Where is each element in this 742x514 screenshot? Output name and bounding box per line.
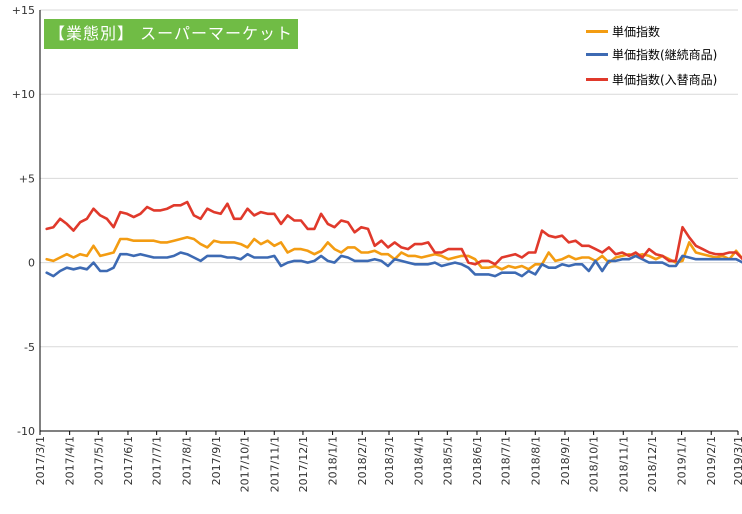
x-tick-label: 2018/2/1 [356, 436, 369, 485]
legend-label-continuing: 単価指数(継続商品) [612, 47, 718, 62]
x-tick-label: 2017/9/1 [210, 436, 223, 485]
x-tick-label: 2017/3/1 [34, 436, 47, 485]
x-tick-label: 2017/5/1 [92, 436, 105, 485]
x-tick-label: 2017/12/1 [297, 436, 310, 492]
y-tick-label: +10 [12, 88, 35, 101]
y-tick-label: -5 [24, 341, 35, 354]
x-tick-label: 2018/6/1 [471, 436, 484, 485]
x-tick-label: 2018/12/1 [646, 436, 659, 492]
legend-swatch-unit-price [586, 29, 608, 33]
x-tick-label: 2017/7/1 [151, 436, 164, 485]
y-tick-label: +5 [19, 172, 35, 185]
y-tick-label: 0 [28, 257, 35, 270]
x-tick-label: 2017/4/1 [64, 436, 77, 485]
x-tick-label: 2018/5/1 [441, 436, 454, 485]
x-tick-label: 2017/10/1 [239, 436, 252, 492]
x-tick-label: 2017/6/1 [122, 436, 135, 485]
y-tick-label: +15 [12, 4, 35, 17]
x-tick-label: 2018/8/1 [529, 436, 542, 485]
x-tick-label: 2017/11/1 [268, 436, 281, 492]
chart-title: 【業態別】 スーパーマーケット [44, 19, 298, 49]
legend-label-unit-price: 単価指数 [612, 24, 661, 39]
x-tick-label: 2018/3/1 [383, 436, 396, 485]
x-tick-label: 2018/4/1 [413, 436, 426, 485]
x-tick-label: 2018/11/1 [617, 436, 630, 492]
legend-item-replacement: 単価指数(入替商品) [586, 69, 717, 89]
x-tick-label: 2019/1/1 [676, 436, 689, 485]
x-tick-label: 2018/9/1 [559, 436, 572, 485]
legend: 単価指数 単価指数(継続商品) 単価指数(入替商品) [572, 17, 736, 93]
legend-item-continuing: 単価指数(継続商品) [586, 44, 717, 64]
legend-item-unit-price: 単価指数 [586, 21, 660, 41]
x-tick-label: 2019/3/1 [732, 436, 742, 485]
series-line-2 [45, 200, 742, 266]
series-line-1 [45, 251, 742, 278]
x-tick-label: 2019/2/1 [705, 436, 718, 485]
x-tick-label: 2018/10/1 [588, 436, 601, 492]
y-tick-label: -10 [17, 425, 35, 438]
legend-swatch-continuing [586, 52, 608, 56]
legend-label-replacement: 単価指数(入替商品) [612, 72, 718, 87]
x-tick-label: 2017/8/1 [180, 436, 193, 485]
x-tick-label: 2018/7/1 [500, 436, 513, 485]
x-tick-label: 2018/1/1 [327, 436, 340, 485]
legend-swatch-replacement [586, 77, 608, 81]
